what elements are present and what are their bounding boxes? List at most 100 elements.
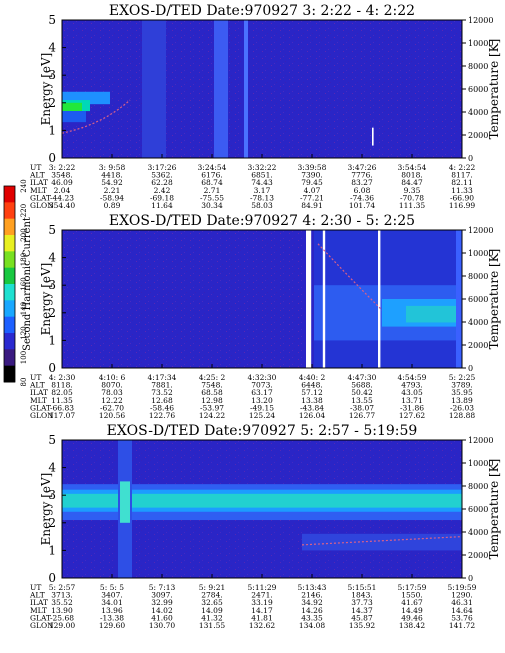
panel-1-cell-ut: 3:24:54	[198, 163, 227, 172]
panel-1-ytick-label: 5	[48, 13, 56, 27]
colorbar-tick-label: 240	[20, 179, 28, 192]
panel-2-cell-alt: 8118.	[51, 381, 72, 390]
panel-1-cell-alt: 7776.	[351, 171, 372, 180]
panel-2-cell-ilat: 68.58	[201, 388, 223, 397]
panel-3-cell-glon: 129.60	[99, 621, 125, 630]
panel-3-cell-mlt: 13.96	[101, 606, 123, 615]
panel-1-ytick-label: 0	[48, 151, 56, 165]
panel-1-ytick-label: 1	[48, 123, 56, 137]
panel-3-cell-ilat: 37.73	[351, 598, 373, 607]
panel-3-cell-ut: 5:17:59	[398, 583, 427, 592]
panel-2-cell-glat: -66.83	[50, 403, 74, 412]
panel-1-band-lower	[62, 111, 86, 123]
panel-2-ytick-label: 1	[48, 333, 56, 347]
panel-2-data-gap-1	[306, 230, 312, 368]
panel-2-row-label-alt: ALT	[29, 381, 45, 390]
panel-2-cell-ut: 4:17:34	[148, 373, 177, 382]
panel-3-stripe-1-core	[120, 481, 130, 523]
panel-1-cell-ut: 3:54:54	[398, 163, 427, 172]
colorbar-tick-label: 100	[20, 351, 28, 364]
panel-1-cell-mlt: 11.33	[451, 186, 473, 195]
colorbar-segment	[4, 235, 15, 252]
panel-1-y2tick-label: 8000	[468, 62, 488, 71]
panel-3-row-label-glon: GLON	[30, 621, 54, 630]
panel-1-gap-line	[372, 127, 374, 146]
panel-2-cell-alt: 8070.	[101, 381, 122, 390]
panel-2-cell-alt: 6448.	[301, 381, 322, 390]
panel-3-cell-glat: 49.46	[401, 613, 423, 622]
colorbar-segment	[4, 267, 15, 285]
panel-3-cell-glon: 130.70	[149, 621, 175, 630]
panel-2-ytick-label: 3	[48, 278, 56, 292]
panel-1-cell-glon: 101.74	[349, 201, 375, 210]
panel-1-y2tick-label: 12000	[468, 16, 493, 25]
panel-3-cell-ilat: 33.19	[251, 598, 273, 607]
colorbar-segment	[4, 316, 15, 334]
panel-3-title: EXOS-D/TED Date:970927 5: 2:57 - 5:19:59	[107, 423, 418, 439]
panel-2-ytick-label: 5	[48, 223, 56, 237]
panel-2-cell-glon: 127.62	[399, 411, 425, 420]
panel-3-cell-alt: 1290.	[451, 591, 472, 600]
colorbar-tick-label: 80	[20, 378, 28, 387]
panel-1-cell-ut: 3:32:22	[248, 163, 277, 172]
panel-2-cell-glon: 126.77	[349, 411, 375, 420]
panel-3-cell-glat: 53.76	[451, 613, 473, 622]
panel-1-y2tick-label: 10000	[468, 39, 493, 48]
panel-2-y2tick-label: 8000	[468, 272, 488, 281]
panel-3-y2tick-label: 10000	[468, 459, 493, 468]
panel-1-y2tick-label: 0	[468, 154, 473, 163]
panel-1-cell-alt: 6851.	[251, 171, 272, 180]
panel-3-cell-ilat: 46.31	[451, 598, 472, 607]
panel-2-cell-ilat: 50.42	[351, 388, 373, 397]
panel-1-cell-mlt: 9.35	[404, 186, 421, 195]
panel-2-cell-alt: 4793.	[401, 381, 422, 390]
colorbar-segment	[4, 349, 15, 367]
panel-2-cell-mlt: 13.89	[451, 396, 473, 405]
panel-2-cell-glon: 122.76	[149, 411, 175, 420]
panel-3-cell-mlt: 14.49	[401, 606, 423, 615]
panel-1-y2tick-label: 4000	[468, 108, 488, 117]
panel-2-cell-ut: 4: 2:30	[49, 373, 76, 382]
panel-2-title: EXOS-D/TED Date:970927 4: 2:30 - 5: 2:25	[109, 213, 415, 229]
panel-1-cell-ut: 3:39:58	[298, 163, 327, 172]
panel-3-temperature-trace	[301, 536, 463, 546]
panel-2-cell-glon: 117.07	[49, 411, 75, 420]
panel-3-cell-mlt: 14.26	[301, 606, 323, 615]
panel-1-cell-mlt: 4.07	[304, 186, 321, 195]
panel-2-cell-glon: 120.56	[99, 411, 125, 420]
colorbar-segment	[4, 202, 15, 220]
panel-2-cell-glat: -53.97	[200, 403, 224, 412]
panel-3-cell-glat: -25.68	[50, 613, 74, 622]
panel-3-cell-glon: 141.72	[449, 621, 475, 630]
panel-2-cell-ilat: 73.52	[151, 388, 173, 397]
colorbar-frame	[3, 185, 16, 383]
panel-1-ytick-label: 4	[48, 41, 56, 55]
panel-1-cell-alt: 4418.	[101, 171, 122, 180]
panel-1-cell-ilat: 62.28	[151, 178, 173, 187]
panel-3-cell-mlt: 14.64	[451, 606, 473, 615]
panel-2-y2tick-label: 2000	[468, 341, 488, 350]
panel-2-row-label-glat: GLAT	[30, 403, 51, 412]
panel-2-cell-ilat: 82.05	[51, 388, 73, 397]
panel-1-cell-mlt: 2.04	[54, 186, 71, 195]
panel-2-cell-ut: 4:47:30	[348, 373, 377, 382]
panel-3-ytick-label: 0	[48, 571, 56, 585]
colorbar-tick-label: 180	[20, 253, 28, 266]
panel-3-cell-ut: 5: 9:21	[199, 583, 226, 592]
panel-1-cell-glon: 0.89	[104, 201, 121, 210]
panel-3-ytick-label: 2	[48, 516, 56, 530]
panel-1-cell-ilat: 82.11	[451, 178, 472, 187]
panel-2-cell-ut: 4:25: 2	[199, 373, 226, 382]
panel-2-cell-mlt: 13.38	[301, 396, 323, 405]
panel-3-cell-glon: 132.62	[249, 621, 275, 630]
panel-2-cell-glon: 126.04	[299, 411, 325, 420]
panel-2-row-label-ut: UT	[30, 373, 41, 382]
panel-2-cell-alt: 7881.	[151, 381, 172, 390]
panel-1-cell-ilat: 74.43	[251, 178, 273, 187]
panel-2-cell-ilat: 57.12	[301, 388, 323, 397]
panel-2-cell-mlt: 13.20	[251, 396, 273, 405]
panel-1-cell-glon: 11.64	[151, 201, 173, 210]
panel-1-cell-ilat: 79.45	[301, 178, 323, 187]
panel-3-cell-ilat: 32.65	[201, 598, 223, 607]
